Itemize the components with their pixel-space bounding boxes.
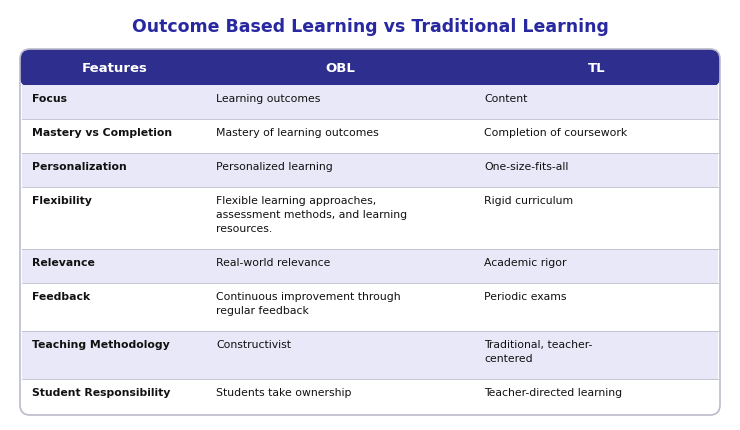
FancyBboxPatch shape [20,50,720,88]
Text: Students take ownership: Students take ownership [216,387,352,397]
Text: Continuous improvement through
regular feedback: Continuous improvement through regular f… [216,291,401,315]
Bar [22,86,718,120]
Text: Flexibility: Flexibility [32,196,92,206]
Text: Personalized learning: Personalized learning [216,162,333,172]
Text: Completion of coursework: Completion of coursework [485,128,628,138]
Bar [22,154,718,187]
Text: Teacher-directed learning: Teacher-directed learning [485,387,622,397]
Bar [22,120,718,154]
Text: One-size-fits-all: One-size-fits-all [485,162,569,172]
Text: Mastery vs Completion: Mastery vs Completion [32,128,172,138]
Text: Personalization: Personalization [32,162,127,172]
Text: Relevance: Relevance [32,258,95,267]
Bar [22,187,718,249]
Text: Student Responsibility: Student Responsibility [32,387,170,397]
Text: Feedback: Feedback [32,291,90,301]
Text: OBL: OBL [326,62,355,75]
Bar [22,249,718,283]
Text: Academic rigor: Academic rigor [485,258,567,267]
Bar [22,86,718,413]
Text: Flexible learning approaches,
assessment methods, and learning
resources.: Flexible learning approaches, assessment… [216,196,408,233]
Bar [22,283,718,331]
Text: Features: Features [81,62,147,75]
Text: Periodic exams: Periodic exams [485,291,567,301]
Text: Learning outcomes: Learning outcomes [216,94,321,104]
Text: Traditional, teacher-
centered: Traditional, teacher- centered [485,339,593,363]
Text: Real-world relevance: Real-world relevance [216,258,331,267]
Text: Mastery of learning outcomes: Mastery of learning outcomes [216,128,379,138]
Text: Rigid curriculum: Rigid curriculum [485,196,574,206]
Text: Content: Content [485,94,528,104]
Bar [22,331,718,379]
Text: Focus: Focus [32,94,67,104]
Bar [22,379,718,413]
Text: TL: TL [588,62,605,75]
Text: Outcome Based Learning vs Traditional Learning: Outcome Based Learning vs Traditional Le… [132,18,608,36]
Text: Constructivist: Constructivist [216,339,292,349]
Text: Teaching Methodology: Teaching Methodology [32,339,169,349]
